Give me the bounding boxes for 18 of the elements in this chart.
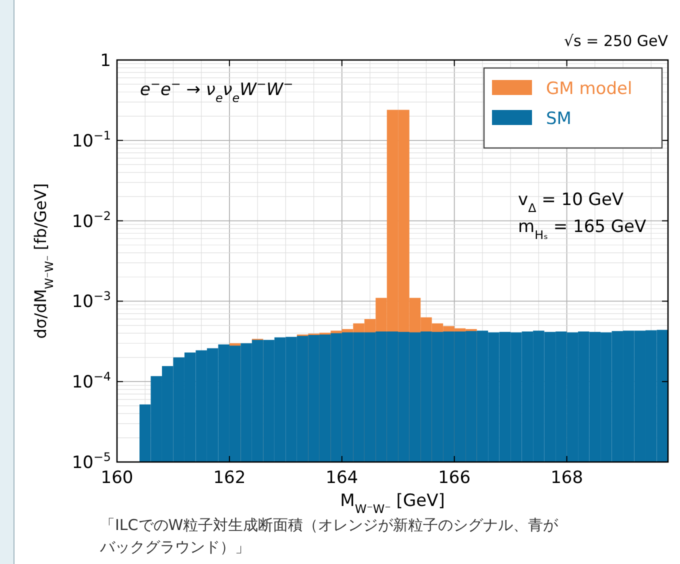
annotation: m$_{Hₛ}$ = 165 GeV [518, 217, 646, 242]
x-axis-title: M$_{W⁻W⁻}$ [GeV] [340, 491, 445, 516]
x-tick-label: 168 [550, 468, 584, 488]
x-tick-label: 160 [100, 468, 134, 488]
x-tick-label: 162 [213, 468, 246, 488]
y-tick-label: 10$^{−3}$ [72, 289, 111, 312]
chart-title: √s = 250 GeV [564, 32, 669, 50]
y-tick-label: 10$^{−4}$ [72, 370, 111, 393]
text: 「ILCでのW粒子対生成断面積（オレンジが新粒子のシグナル、青がバックグラウンド）」 [99, 516, 560, 556]
x-tick-label: 166 [438, 468, 471, 488]
y-tick-label: 1 [100, 51, 111, 71]
legend-label: SM [546, 109, 572, 129]
annotation: v$_{Δ}$ = 10 GeV [518, 190, 624, 215]
y-tick-label: 10$^{−2}$ [72, 208, 111, 232]
legend-label: GM model [546, 79, 632, 99]
text: e$^{−}$e$^{−}$ → ν$_{e}$ν$_{e}$W$^{−}$W$^{−}$ [140, 77, 294, 105]
x-tick-label: 164 [326, 468, 358, 488]
y-tick-label: 10$^{−1}$ [72, 128, 111, 152]
